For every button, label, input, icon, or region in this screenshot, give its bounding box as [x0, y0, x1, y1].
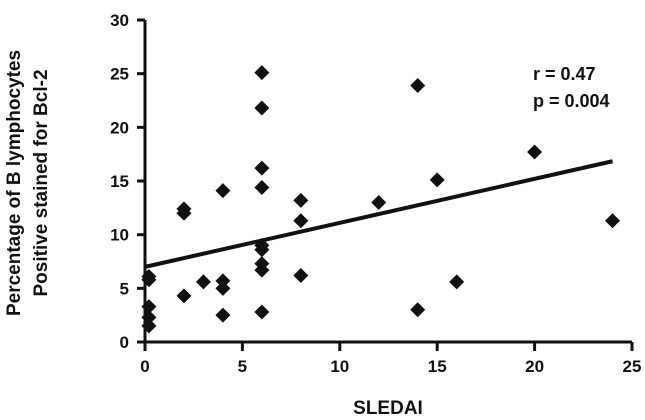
- correlation-label: r = 0.47: [533, 64, 596, 84]
- x-tick-label: 5: [238, 357, 247, 376]
- data-point: [254, 237, 270, 253]
- x-tick-label: 20: [525, 357, 544, 376]
- data-point: [141, 309, 157, 325]
- data-point: [176, 288, 192, 304]
- statistics-annotation: r = 0.47 p = 0.004: [533, 64, 610, 111]
- y-tick-label: 25: [110, 65, 129, 84]
- data-point: [449, 274, 465, 290]
- data-point: [141, 269, 157, 285]
- data-point: [176, 201, 192, 217]
- regression-line: [144, 159, 613, 269]
- y-axis-title: Percentage of B lymphocytes Positive sta…: [4, 50, 52, 316]
- y-tick-label: 30: [110, 11, 129, 30]
- y-tick-label: 20: [110, 118, 129, 137]
- data-point: [293, 213, 309, 229]
- data-point: [410, 77, 426, 93]
- y-tick-label: 10: [110, 226, 129, 245]
- x-tick-label: 15: [428, 357, 447, 376]
- data-point: [293, 192, 309, 208]
- data-point: [254, 256, 270, 272]
- data-point: [141, 299, 157, 315]
- data-point: [527, 144, 543, 160]
- y-tick-label: 0: [120, 333, 129, 352]
- data-point: [605, 213, 621, 229]
- data-point: [195, 274, 211, 290]
- data-point: [141, 318, 157, 334]
- data-point: [254, 65, 270, 81]
- regression-line-group: [144, 159, 613, 269]
- data-point: [254, 304, 270, 320]
- data-point: [215, 307, 231, 323]
- x-tick-label: 0: [140, 357, 149, 376]
- data-point: [254, 160, 270, 176]
- data-point: [215, 280, 231, 296]
- data-point: [254, 179, 270, 195]
- y-axis-title-line-2: Positive stained for Bcl-2: [31, 69, 52, 296]
- p-value-label: p = 0.004: [533, 91, 610, 111]
- x-tick-label: 25: [623, 357, 642, 376]
- data-point: [254, 100, 270, 116]
- y-tick-label: 5: [120, 279, 129, 298]
- data-point: [429, 172, 445, 188]
- data-points: [141, 65, 621, 334]
- x-ticks: 0 5 10 15 20 25: [140, 342, 641, 376]
- data-point: [215, 183, 231, 199]
- y-axis-title-line-1: Percentage of B lymphocytes: [4, 50, 25, 316]
- data-point: [410, 302, 426, 318]
- data-point: [293, 267, 309, 283]
- x-tick-label: 10: [330, 357, 349, 376]
- data-point: [371, 194, 387, 210]
- x-axis-title: SLEDAI: [353, 398, 423, 419]
- y-ticks: 0 5 10 15 20 25 30: [110, 11, 145, 352]
- y-tick-label: 15: [110, 172, 129, 191]
- data-point: [215, 273, 231, 289]
